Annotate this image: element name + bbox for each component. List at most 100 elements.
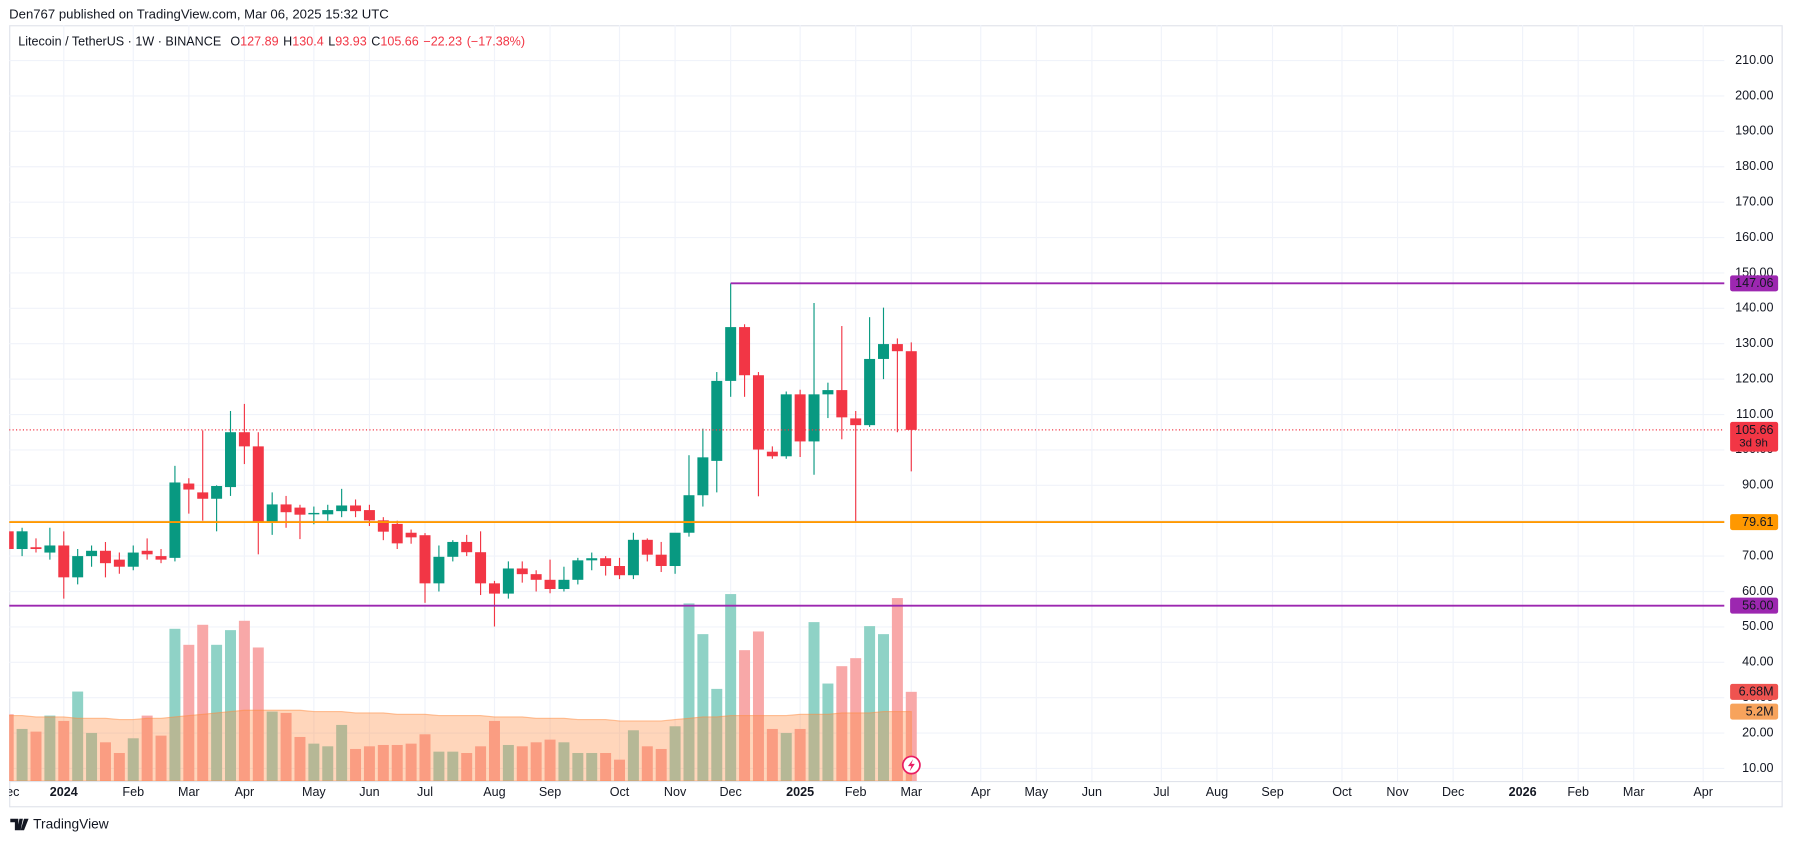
candle-body [530, 574, 542, 580]
volume-bar [113, 752, 125, 782]
volume-label: 6.68M [1739, 685, 1774, 699]
candle-body [322, 510, 334, 515]
volume-bar [155, 735, 167, 782]
volume-bar [419, 734, 431, 782]
volume-bar [600, 752, 612, 782]
symbol: Litecoin / TetherUS · 1W · BINANCE [18, 35, 221, 49]
volume-bar [878, 634, 889, 782]
candle-body [627, 539, 639, 576]
candle-body [363, 510, 375, 521]
candle-body [502, 568, 514, 594]
y-tick-label: 90.00 [1742, 478, 1773, 492]
x-tick-label: Apr [1693, 785, 1713, 799]
volume-bar [183, 644, 195, 782]
volume-bar [350, 748, 362, 782]
x-tick-label: Dec [719, 785, 741, 799]
volume-bar [252, 647, 264, 782]
published-note: Den767 published on TradingView.com, Mar… [9, 6, 389, 21]
volume-label-box [1730, 683, 1779, 700]
y-tick-label: 210.00 [1735, 53, 1773, 67]
candle-body [336, 505, 348, 512]
volume-bar [808, 622, 820, 782]
candle-body [780, 394, 792, 457]
candle-body [864, 358, 876, 426]
y-tick-label: 160.00 [1735, 230, 1773, 244]
candle-body [377, 520, 389, 532]
brand-logo [10, 818, 29, 831]
candle-body [350, 505, 362, 512]
candle-body [905, 351, 917, 430]
volume-bar [266, 711, 278, 782]
candle-body [739, 327, 751, 376]
x-tick-label: Jun [359, 785, 379, 799]
x-tick-label: May [1024, 785, 1048, 799]
volume-bar [530, 742, 542, 782]
volume-bar [516, 746, 528, 782]
volume-bar [655, 748, 667, 782]
level-label-box [1730, 514, 1779, 531]
level-label: 79.61 [1742, 515, 1773, 529]
x-tick-label: Jun [1082, 785, 1102, 799]
volume-bar [572, 752, 584, 782]
candle-body [836, 390, 848, 418]
candle-body [211, 486, 223, 499]
candle-body [586, 558, 598, 561]
x-tick-label: 2026 [1509, 785, 1537, 799]
x-tick-label: Dec [1442, 785, 1464, 799]
candle-body [16, 531, 28, 550]
close-value: 105.66 [380, 35, 418, 49]
volume-ma-area [9, 709, 912, 782]
x-tick-label: Jul [1153, 785, 1169, 799]
close-key: C [371, 35, 380, 49]
plot-area [9, 282, 1725, 782]
candle-body [141, 550, 153, 555]
candle-body [752, 375, 764, 450]
candle-body [252, 446, 264, 523]
candle-body [891, 344, 903, 352]
candle-body [808, 394, 820, 442]
volume-bar [294, 736, 306, 782]
candle-body [58, 545, 70, 578]
volume-bar [308, 743, 320, 782]
y-tick-label: 130.00 [1735, 336, 1773, 350]
candle-body [113, 559, 125, 567]
x-tick-label: Nov [664, 785, 687, 799]
candle-body [711, 380, 723, 461]
x-tick-label: Feb [845, 785, 867, 799]
volume-bar [280, 712, 292, 782]
volume-bar [850, 658, 862, 782]
candle-body [127, 552, 139, 567]
candle-body [99, 550, 111, 564]
volume-bar [9, 714, 14, 782]
chart-frame [9, 25, 1783, 808]
volume-bar [725, 594, 737, 782]
candle-body [155, 556, 167, 560]
volume-bar [322, 746, 334, 782]
volume-label: 5.2M [1746, 704, 1774, 718]
volume-bar [586, 752, 598, 782]
candle-body [9, 531, 14, 550]
volume-bar [197, 624, 209, 782]
candle-body [280, 504, 292, 513]
volume-bar [794, 728, 806, 782]
volume-bar [683, 603, 695, 782]
candle-body [419, 535, 431, 584]
high-value: 130.4 [292, 35, 323, 49]
candle-body [30, 547, 42, 550]
volume-bar [697, 634, 709, 782]
candle-body [600, 558, 612, 567]
candle-body [725, 327, 737, 381]
candle-body [641, 539, 653, 555]
x-tick-label: Sep [1261, 785, 1283, 799]
y-tick-label: 190.00 [1735, 124, 1773, 138]
volume-bar [391, 744, 403, 782]
price-label-box [1730, 421, 1779, 452]
x-tick-label: Oct [1332, 785, 1352, 799]
y-tick-label: 70.00 [1742, 548, 1773, 562]
candle-body [572, 560, 584, 580]
y-tick-label: 20.00 [1742, 725, 1773, 739]
candle-body [238, 432, 250, 447]
candle-body [86, 550, 98, 557]
candle-body [197, 492, 209, 499]
